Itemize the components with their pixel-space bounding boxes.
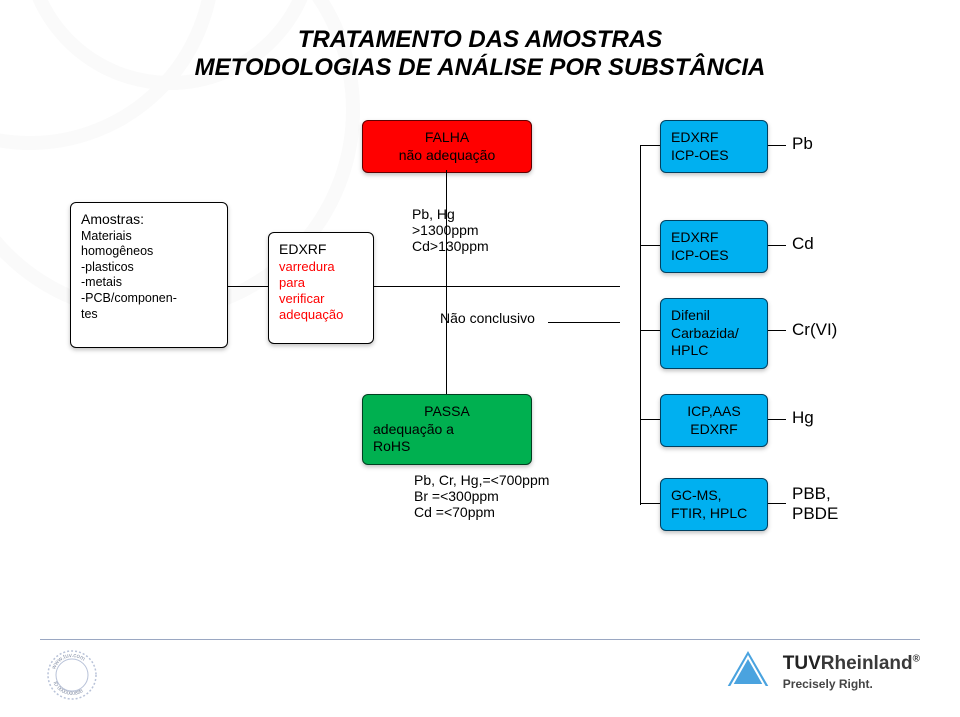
amostras-box: Amostras: Materiais homogêneos -plastico… [70,202,228,348]
brand-reg: ® [913,653,920,664]
connector-v [446,170,447,286]
gcms-line1: GC-MS, [671,487,757,505]
dif-line2: Carbazida/ [671,325,757,343]
pass-line2: adequação a [373,421,521,439]
scan-row: adequação [279,307,363,323]
cd-label: Cd [792,234,814,254]
dif-line1: Difenil [671,307,757,325]
pb-result-box: EDXRF ICP-OES [660,120,768,173]
threshold-line1: Pb, Hg [412,206,455,222]
not-conclusive-label: Não conclusivo [440,310,535,326]
connector-h [768,245,786,246]
pb-label: Pb [792,134,813,154]
brand-text: TUVRheinland® [783,653,920,675]
cd-result-box: EDXRF ICP-OES [660,220,768,273]
brand-bold: TUV [783,653,821,674]
brand-tagline: Precisely Right. [783,677,920,691]
fail-box: FALHA não adequação [362,120,532,173]
pbb-l2: PBDE [792,504,838,523]
amostras-title: Amostras: [81,211,217,229]
connector-v [640,145,641,505]
footer-rule [40,639,920,640]
connector-h [640,245,660,246]
scan-row: para [279,275,363,291]
limit-line2: Br =<300ppm [414,488,499,504]
connector-h [768,419,786,420]
connector-h [768,503,786,504]
threshold-line3: Cd>130ppm [412,238,489,254]
difenil-box: Difenil Carbazida/ HPLC [660,298,768,369]
hg-result-box: ICP,AAS EDXRF [660,394,768,447]
brand-rest: Rheinland [821,653,913,674]
pbb-l1: PBB, [792,484,831,503]
hg-line2: EDXRF [671,421,757,439]
connector-h [640,503,660,504]
amostras-row: -metais [81,275,217,291]
pass-limits: Pb, Cr, Hg,=<700ppm Br =<300ppm Cd =<70p… [414,472,549,520]
gcms-line2: FTIR, HPLC [671,505,757,523]
pbb-label: PBB, PBDE [792,484,838,524]
connector-h [548,322,620,323]
pb-box-line2: ICP-OES [671,147,757,165]
amostras-row: Materiais [81,229,217,245]
connector-h [640,330,660,331]
threshold-label: Pb, Hg >1300ppm Cd>130ppm [412,206,489,254]
hg-label: Hg [792,408,814,428]
footer: www.tuv.com ID 0000000888 TUVRheinland® … [0,639,960,717]
amostras-row: -plasticos [81,260,217,276]
limit-line3: Cd =<70ppm [414,504,495,520]
connector-h [640,419,660,420]
gcms-box: GC-MS, FTIR, HPLC [660,478,768,531]
amostras-row: homogêneos [81,244,217,260]
fail-line2: não adequação [373,147,521,165]
cr-label: Cr(VI) [792,320,837,340]
pb-box-line1: EDXRF [671,129,757,147]
connector-h [228,286,268,287]
scan-row: verificar [279,291,363,307]
page-title-line1: TRATAMENTO DAS AMOSTRAS [0,26,960,54]
connector-h [374,286,620,287]
edxrf-scan-box: EDXRF varredura para verificar adequação [268,232,374,344]
cd-box-line2: ICP-OES [671,247,757,265]
svg-text:www.tuv.com: www.tuv.com [51,653,86,671]
connector-h [768,330,786,331]
connector-h [768,145,786,146]
limit-line1: Pb, Cr, Hg,=<700ppm [414,472,549,488]
hg-line1: ICP,AAS [671,403,757,421]
dif-line3: HPLC [671,342,757,360]
connector-h [640,145,660,146]
pass-box: PASSA adequação a RoHS [362,394,532,465]
amostras-row: tes [81,307,217,323]
pass-line1: PASSA [373,403,521,421]
fail-line1: FALHA [373,129,521,147]
amostras-row: -PCB/componen- [81,291,217,307]
cd-box-line1: EDXRF [671,229,757,247]
page-title-line2: METODOLOGIAS DE ANÁLISE POR SUBSTÂNCIA [0,54,960,82]
tuv-logo: TUVRheinland® Precisely Right. [724,647,920,696]
scan-row: varredura [279,259,363,275]
pass-line3: RoHS [373,438,521,456]
tuv-stamp: www.tuv.com ID 0000000888 [40,645,104,710]
scan-title: EDXRF [279,241,326,257]
connector-v [446,286,447,394]
